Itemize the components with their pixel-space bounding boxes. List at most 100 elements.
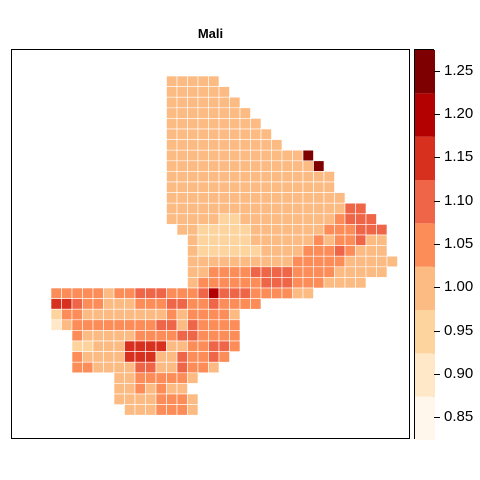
grid-cell — [135, 394, 146, 405]
grid-cell — [135, 299, 146, 310]
grid-cell — [198, 76, 209, 87]
grid-cell — [209, 182, 220, 193]
grid-cell — [114, 288, 125, 299]
grid-cell — [93, 299, 104, 310]
grid-cell — [251, 129, 262, 140]
grid-cell — [125, 373, 136, 384]
grid-cell — [135, 405, 146, 416]
grid-cell — [345, 203, 356, 214]
grid-cell — [188, 288, 199, 299]
grid-cell — [219, 235, 230, 246]
grid-cell — [261, 129, 272, 140]
grid-cell — [114, 383, 125, 394]
grid-cell — [167, 129, 178, 140]
grid-cell — [272, 267, 283, 278]
grid-cell — [251, 246, 262, 257]
grid-cell — [251, 118, 262, 129]
grid-cell — [261, 288, 272, 299]
grid-cell — [198, 246, 209, 257]
grid-cell — [240, 140, 251, 151]
grid-cell — [356, 235, 367, 246]
grid-cell — [366, 235, 377, 246]
colorbar-tick-label: 1.20 — [444, 106, 473, 121]
grid-cell — [167, 87, 178, 98]
grid-cell — [177, 193, 188, 204]
grid-cell — [261, 161, 272, 172]
grid-cell — [188, 161, 199, 172]
grid-cell — [156, 341, 167, 352]
grid-cell — [177, 161, 188, 172]
grid-cell — [314, 214, 325, 225]
grid-cell — [156, 362, 167, 373]
colorbar-swatch — [415, 397, 435, 440]
grid-cell — [198, 299, 209, 310]
grid-cell — [209, 256, 220, 267]
grid-cell — [230, 129, 241, 140]
grid-cell — [93, 352, 104, 363]
grid-cell — [282, 182, 293, 193]
grid-cell — [114, 352, 125, 363]
grid-cell — [188, 394, 199, 405]
grid-cell — [251, 277, 262, 288]
grid-cell — [240, 171, 251, 182]
grid-cell — [314, 161, 325, 172]
grid-cell — [188, 129, 199, 140]
grid-cell — [293, 267, 304, 278]
grid-cell — [135, 373, 146, 384]
grid-cell — [345, 224, 356, 235]
colorbar-tick-label: 1.25 — [444, 63, 473, 78]
grid-cell — [188, 373, 199, 384]
grid-cell — [209, 320, 220, 331]
map-title: Mali — [11, 26, 410, 41]
grid-cell — [314, 246, 325, 257]
grid-cell — [251, 288, 262, 299]
grid-cell — [198, 87, 209, 98]
grid-cell — [125, 341, 136, 352]
grid-cell — [114, 330, 125, 341]
grid-cell — [167, 341, 178, 352]
grid-cell — [209, 76, 220, 87]
grid-cell — [230, 256, 241, 267]
colorbar-swatch — [415, 50, 435, 93]
grid-cell — [177, 299, 188, 310]
grid-cell — [303, 235, 314, 246]
grid-cell — [324, 267, 335, 278]
grid-cell — [198, 330, 209, 341]
grid-cell — [240, 161, 251, 172]
grid-cell — [198, 193, 209, 204]
grid-cell — [282, 288, 293, 299]
grid-cell — [230, 320, 241, 331]
grid-cell — [335, 203, 346, 214]
grid-cell — [188, 309, 199, 320]
grid-cell — [83, 320, 94, 331]
grid-cell — [177, 373, 188, 384]
grid-cell — [251, 267, 262, 278]
grid-cell — [146, 394, 157, 405]
grid-cell — [188, 246, 199, 257]
grid-cell — [272, 140, 283, 151]
grid-cell — [219, 203, 230, 214]
grid-cell — [125, 394, 136, 405]
grid-cell — [156, 352, 167, 363]
grid-cell — [198, 214, 209, 225]
grid-cell — [114, 309, 125, 320]
grid-cell — [156, 394, 167, 405]
grid-cell — [293, 256, 304, 267]
grid-cell — [114, 341, 125, 352]
grid-cell — [251, 161, 262, 172]
grid-cell — [219, 277, 230, 288]
grid-cell — [167, 182, 178, 193]
grid-cell — [230, 203, 241, 214]
grid-cell — [230, 108, 241, 119]
grid-cell — [51, 288, 62, 299]
grid-cell — [219, 224, 230, 235]
colorbar-tick-label: 0.85 — [444, 409, 473, 424]
grid-cell — [377, 235, 388, 246]
grid-cell — [356, 214, 367, 225]
colorbar-swatch — [415, 310, 435, 353]
grid-cell — [230, 235, 241, 246]
grid-cell — [230, 150, 241, 161]
grid-cell — [93, 309, 104, 320]
grid-cell — [198, 203, 209, 214]
grid-cell — [167, 203, 178, 214]
